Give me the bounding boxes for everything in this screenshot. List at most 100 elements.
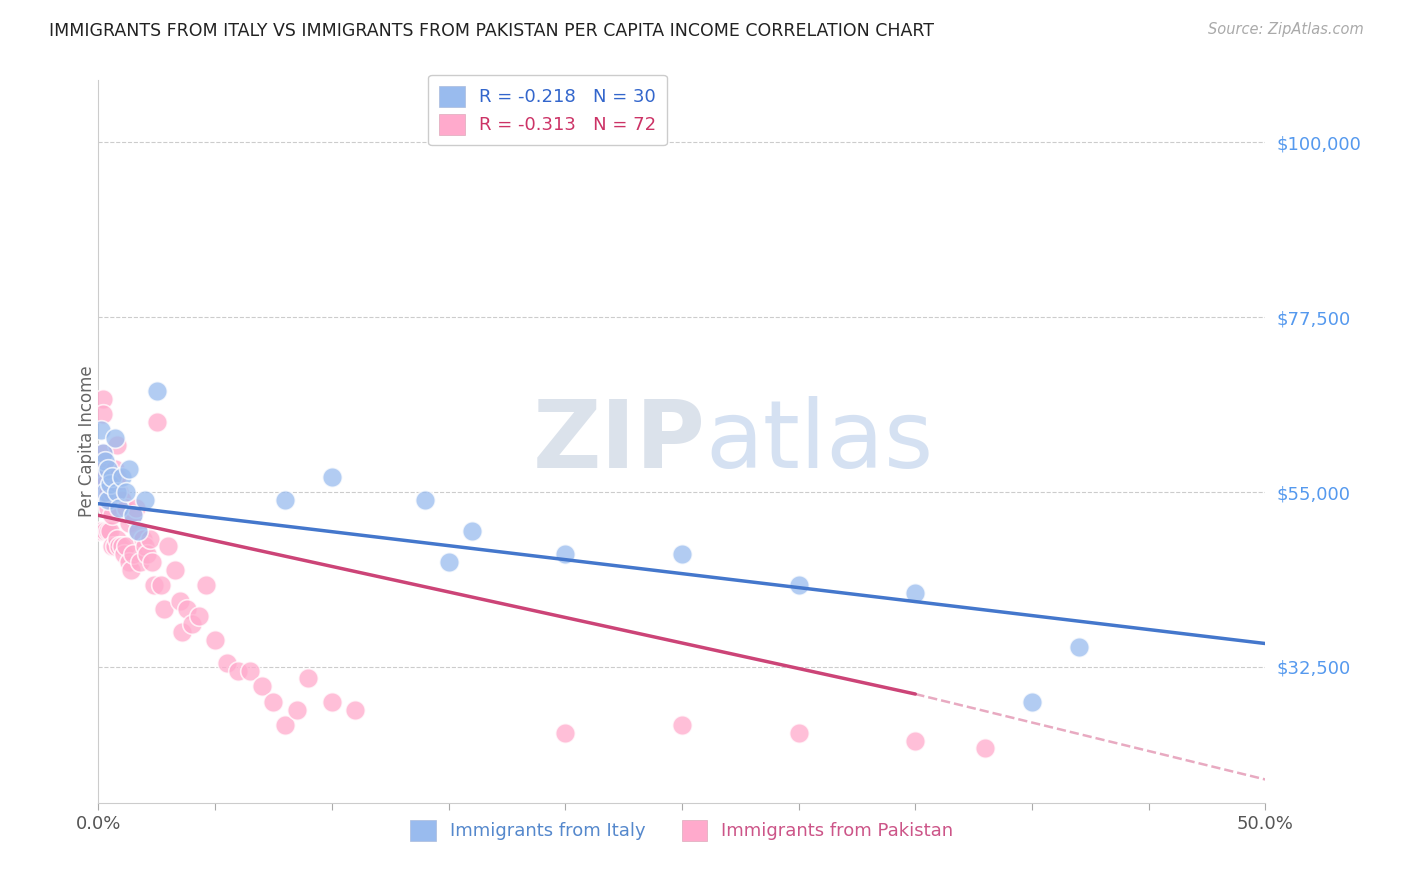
Point [94, 524, 117, 538]
Point [118, 461, 141, 475]
Point [297, 672, 319, 686]
Point [143, 578, 166, 592]
Point [94, 454, 117, 468]
Y-axis label: Per Capita Income: Per Capita Income [79, 366, 96, 517]
Text: IMMIGRANTS FROM ITALY VS IMMIGRANTS FROM PAKISTAN PER CAPITA INCOME CORRELATION : IMMIGRANTS FROM ITALY VS IMMIGRANTS FROM… [49, 22, 934, 40]
Point [787, 578, 810, 592]
Point [204, 632, 226, 647]
Point [413, 492, 436, 507]
Point [250, 679, 273, 693]
Text: Source: ZipAtlas.com: Source: ZipAtlas.com [1208, 22, 1364, 37]
Point [98, 524, 121, 538]
Point [101, 540, 124, 554]
Point [437, 555, 460, 569]
Point [150, 578, 173, 592]
Point [98, 492, 121, 507]
Point [108, 540, 131, 554]
Point [904, 733, 927, 747]
Point [104, 540, 127, 554]
Point [104, 461, 127, 475]
Point [98, 477, 121, 491]
Point [91, 446, 114, 460]
Point [461, 524, 484, 538]
Point [136, 547, 159, 561]
Point [104, 477, 127, 491]
Point [321, 695, 343, 709]
Point [91, 446, 114, 460]
Point [169, 594, 191, 608]
Point [176, 601, 198, 615]
Point [111, 469, 134, 483]
Point [105, 532, 128, 546]
Point [172, 624, 194, 639]
Point [787, 726, 810, 740]
Point [554, 726, 576, 740]
Point [344, 702, 367, 716]
Text: atlas: atlas [706, 395, 934, 488]
Point [97, 485, 120, 500]
Point [127, 524, 149, 538]
Point [274, 718, 297, 732]
Point [90, 485, 112, 500]
Point [122, 508, 145, 523]
Point [94, 469, 117, 483]
Point [111, 540, 134, 554]
Point [115, 540, 138, 554]
Legend: Immigrants from Italy, Immigrants from Pakistan: Immigrants from Italy, Immigrants from P… [404, 813, 960, 848]
Point [105, 485, 128, 500]
Point [554, 547, 576, 561]
Point [97, 492, 120, 507]
Point [157, 540, 180, 554]
Point [122, 508, 145, 523]
Point [118, 555, 141, 569]
Point [97, 524, 120, 538]
Point [94, 485, 117, 500]
Point [91, 408, 114, 422]
Point [180, 617, 202, 632]
Point [141, 555, 163, 569]
Point [1067, 640, 1090, 655]
Point [108, 500, 131, 515]
Point [134, 492, 156, 507]
Point [105, 469, 128, 483]
Point [228, 664, 250, 678]
Text: ZIP: ZIP [533, 395, 706, 488]
Point [120, 563, 142, 577]
Point [194, 578, 217, 592]
Point [671, 547, 693, 561]
Point [105, 438, 128, 452]
Point [262, 695, 284, 709]
Point [146, 415, 169, 429]
Point [98, 477, 121, 491]
Point [904, 586, 927, 600]
Point [101, 469, 124, 483]
Point [111, 492, 134, 507]
Point [101, 485, 124, 500]
Point [90, 423, 112, 437]
Point [115, 500, 138, 515]
Point [91, 392, 114, 406]
Point [101, 508, 124, 523]
Point [274, 492, 297, 507]
Point [90, 524, 112, 538]
Point [90, 461, 112, 475]
Point [97, 500, 120, 515]
Point [104, 431, 127, 445]
Point [118, 516, 141, 530]
Point [139, 532, 162, 546]
Point [974, 741, 997, 756]
Point [115, 485, 138, 500]
Point [239, 664, 262, 678]
Point [1021, 695, 1043, 709]
Point [108, 485, 131, 500]
Point [285, 702, 308, 716]
Point [321, 469, 343, 483]
Point [152, 601, 174, 615]
Point [122, 547, 145, 561]
Point [187, 609, 209, 624]
Point [125, 500, 148, 515]
Point [127, 524, 149, 538]
Point [146, 384, 169, 398]
Point [215, 656, 238, 670]
Point [165, 563, 187, 577]
